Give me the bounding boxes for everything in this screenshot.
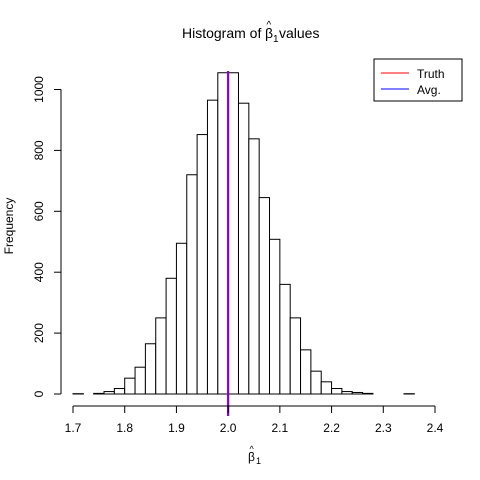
histogram-bar [93,392,105,395]
histogram-bar [227,72,239,395]
histogram-bar [134,366,146,395]
x-tick-label: 2.1 [272,421,289,435]
histogram-bar [269,238,281,395]
histogram-bar [113,388,126,395]
chart-title: Histogram of β ^ 1 values [182,20,319,45]
x-tick-label: 2.2 [323,421,340,435]
x-axis-label-subscript: 1 [256,456,261,466]
histogram-bar [196,134,208,395]
histogram-bar [237,102,250,395]
histogram-bar [186,174,198,395]
histogram-bar [300,349,312,395]
legend: Truth Avg. [373,58,463,102]
y-tick-label: 0 [32,390,46,397]
x-tick-label: 1.7 [65,421,82,435]
histogram-bar [175,242,188,395]
y-tick-label: 600 [32,201,46,221]
y-tick-label: 200 [32,323,46,343]
chart-title-subscript: 1 [273,34,279,45]
histogram-bar [320,381,333,395]
x-tick-label: 2.0 [220,421,237,435]
x-axis-label: β ^ 1 [248,444,261,466]
x-tick-label: 2.4 [427,421,444,435]
chart-title-symbol: β [265,25,273,41]
histogram-bar [155,317,167,395]
histogram-bar [144,343,157,395]
histogram-bar [310,370,322,395]
legend-box [373,58,463,102]
histogram-bar [217,72,229,395]
y-tick-label: 1000 [32,76,46,103]
chart-title-prefix: Histogram of [182,25,261,41]
x-tick-label: 2.3 [375,421,392,435]
legend-label-truth: Truth [417,67,445,81]
histogram-bar [124,377,136,395]
histogram-bar [351,391,364,395]
histogram-bar [258,197,271,395]
chart-title-hat: ^ [267,20,272,31]
x-tick-label: 1.8 [116,421,133,435]
x-axis: 1.7 1.8 1.9 2.0 2.1 2.2 2.3 2.4 [65,405,444,435]
chart-title-suffix: values [279,25,319,41]
legend-label-avg: Avg. [417,83,441,97]
histogram-bar [341,391,353,395]
y-axis: 0 200 400 600 800 1000 [32,76,62,397]
histogram-bar [289,317,302,395]
y-tick-label: 800 [32,140,46,160]
y-tick-label: 400 [32,262,46,282]
histogram-bar [165,277,177,395]
histogram-bar [279,283,291,395]
y-axis-label: Frequency [2,198,16,255]
x-axis-label-hat: ^ [250,444,255,454]
x-tick-label: 1.9 [168,421,185,435]
histogram-bar [362,392,374,395]
histogram-bars [72,72,415,395]
histogram-bar [331,388,343,395]
histogram-bar [206,99,219,395]
histogram-bar [103,391,115,395]
x-axis-label-symbol: β [248,450,255,464]
histogram-bar [248,138,260,395]
